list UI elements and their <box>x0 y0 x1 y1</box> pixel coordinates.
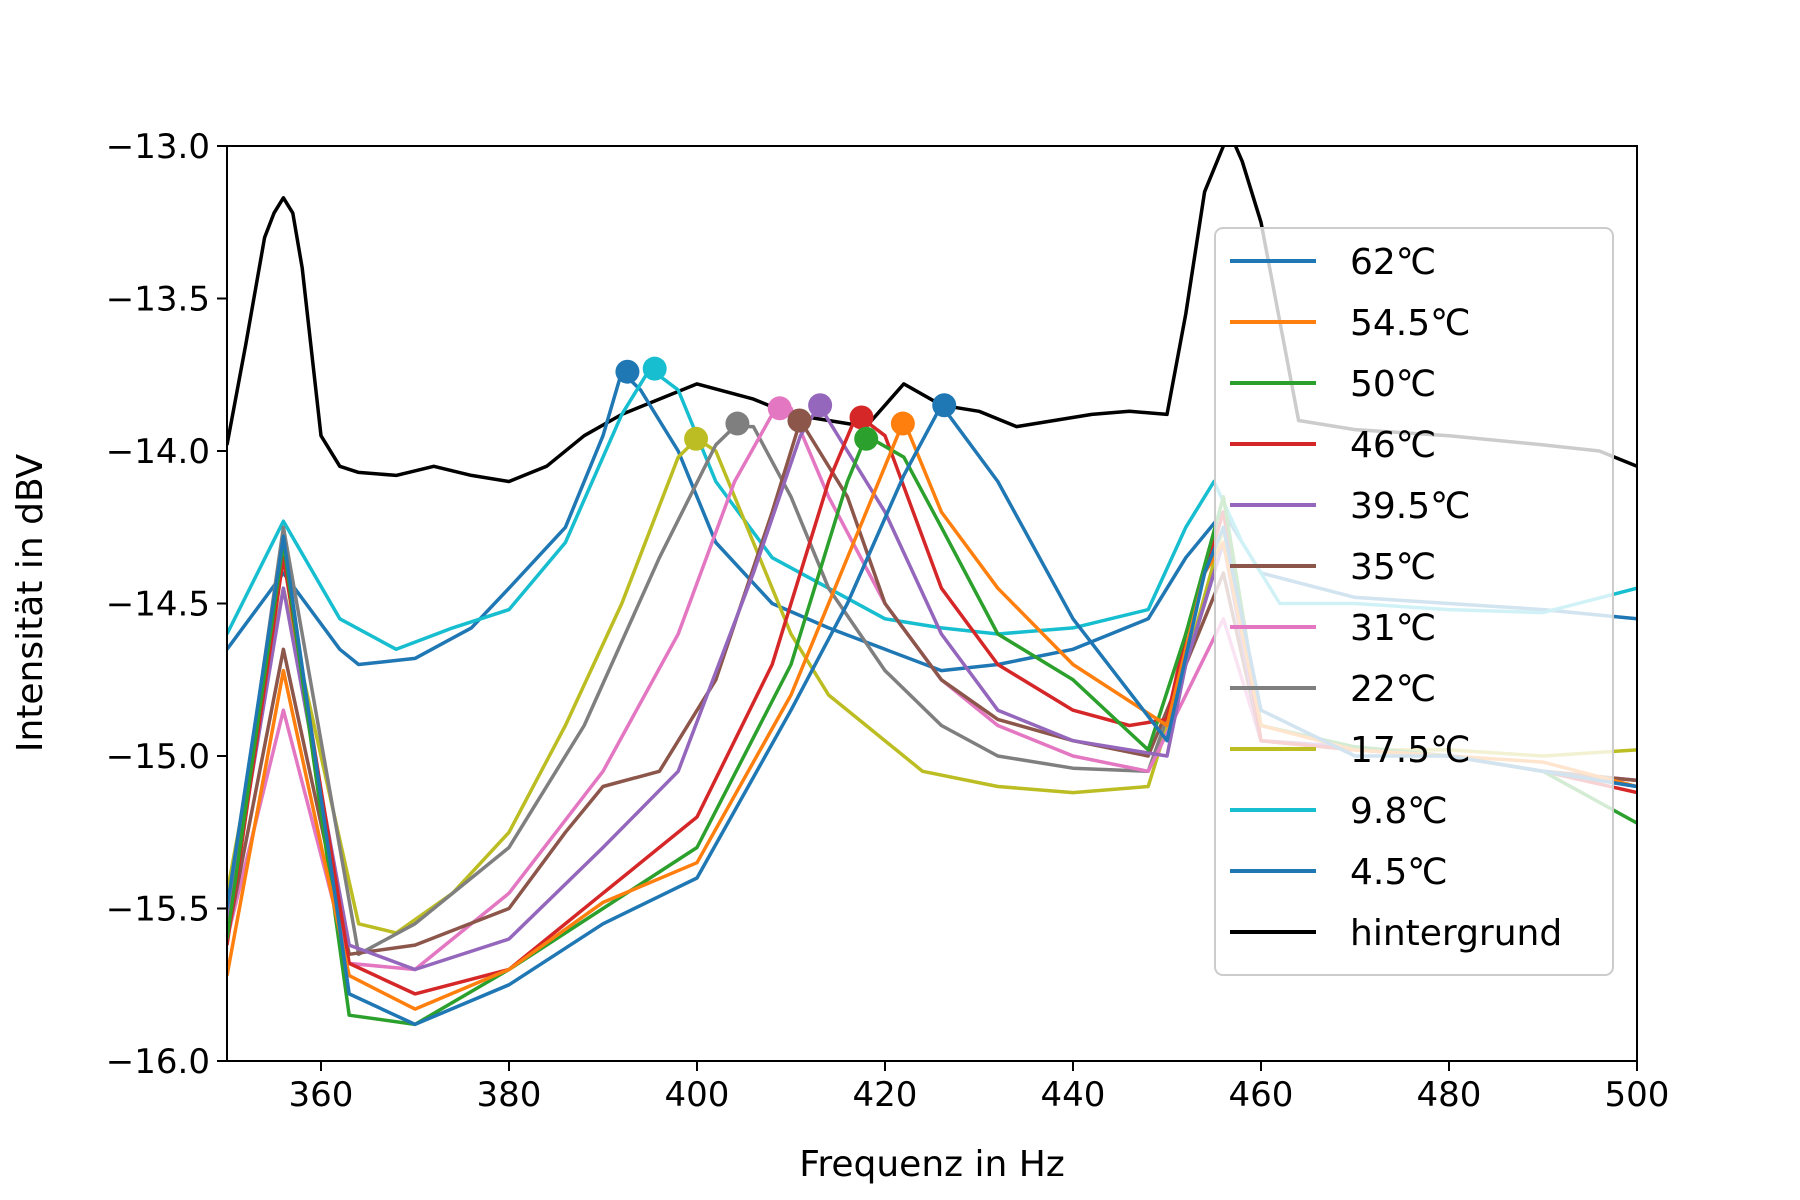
peak-marker-0 <box>932 393 957 418</box>
peak-marker-9 <box>642 356 667 381</box>
peak-marker-10 <box>615 359 640 384</box>
ticks-layer: 360 380 400 420 440 460 480 500 −13.0 −13.5 −14.0 −… <box>106 127 1670 1115</box>
legend-label-2: 50℃ <box>1350 364 1436 405</box>
y-tick-label: −14.5 <box>106 585 210 625</box>
peak-marker-2 <box>854 426 879 451</box>
legend-label-11: hintergrund <box>1350 913 1562 954</box>
peak-marker-1 <box>890 411 915 436</box>
x-tick-label: 460 <box>1229 1075 1294 1115</box>
x-tick-label: 500 <box>1605 1075 1670 1115</box>
y-tick-label: −13.0 <box>106 127 210 167</box>
legend-label-8: 17.5℃ <box>1350 730 1471 771</box>
x-tick-label: 380 <box>477 1075 542 1115</box>
x-tick-label: 400 <box>665 1075 730 1115</box>
x-tick-label: 420 <box>853 1075 918 1115</box>
peak-marker-7 <box>725 411 750 436</box>
legend-label-10: 4.5℃ <box>1350 852 1448 893</box>
legend-label-3: 46℃ <box>1350 425 1436 466</box>
legend-label-4: 39.5℃ <box>1350 486 1471 527</box>
peak-marker-6 <box>767 396 792 421</box>
legend-label-1: 54.5℃ <box>1350 303 1471 344</box>
peak-marker-3 <box>849 405 874 430</box>
y-tick-label: −13.5 <box>106 280 210 320</box>
y-axis-title: Intensität in dBV <box>10 453 51 752</box>
legend-box <box>1214 227 1614 976</box>
y-tick-label: −14.0 <box>106 432 210 472</box>
y-tick-label: −16.0 <box>106 1042 210 1082</box>
peak-marker-8 <box>684 426 709 451</box>
legend-label-7: 22℃ <box>1350 669 1436 710</box>
y-tick-label: −15.0 <box>106 737 210 777</box>
x-axis-title: Frequenz in Hz <box>799 1144 1064 1185</box>
peak-marker-4 <box>808 393 833 418</box>
x-tick-label: 360 <box>289 1075 354 1115</box>
y-tick-label: −15.5 <box>106 890 210 930</box>
x-tick-label: 480 <box>1417 1075 1482 1115</box>
legend-label-0: 62℃ <box>1350 242 1436 283</box>
legend-label-6: 31℃ <box>1350 608 1436 649</box>
legend-label-5: 35℃ <box>1350 547 1436 588</box>
x-tick-label: 440 <box>1041 1075 1106 1115</box>
legend-label-9: 9.8℃ <box>1350 791 1448 832</box>
peak-marker-5 <box>787 408 812 433</box>
legend: 62℃ 54.5℃ 50℃ 46℃ 39.5℃ 35℃ 31℃ 22℃ 17.5℃ 9.8℃ 4.5… <box>1214 227 1614 976</box>
